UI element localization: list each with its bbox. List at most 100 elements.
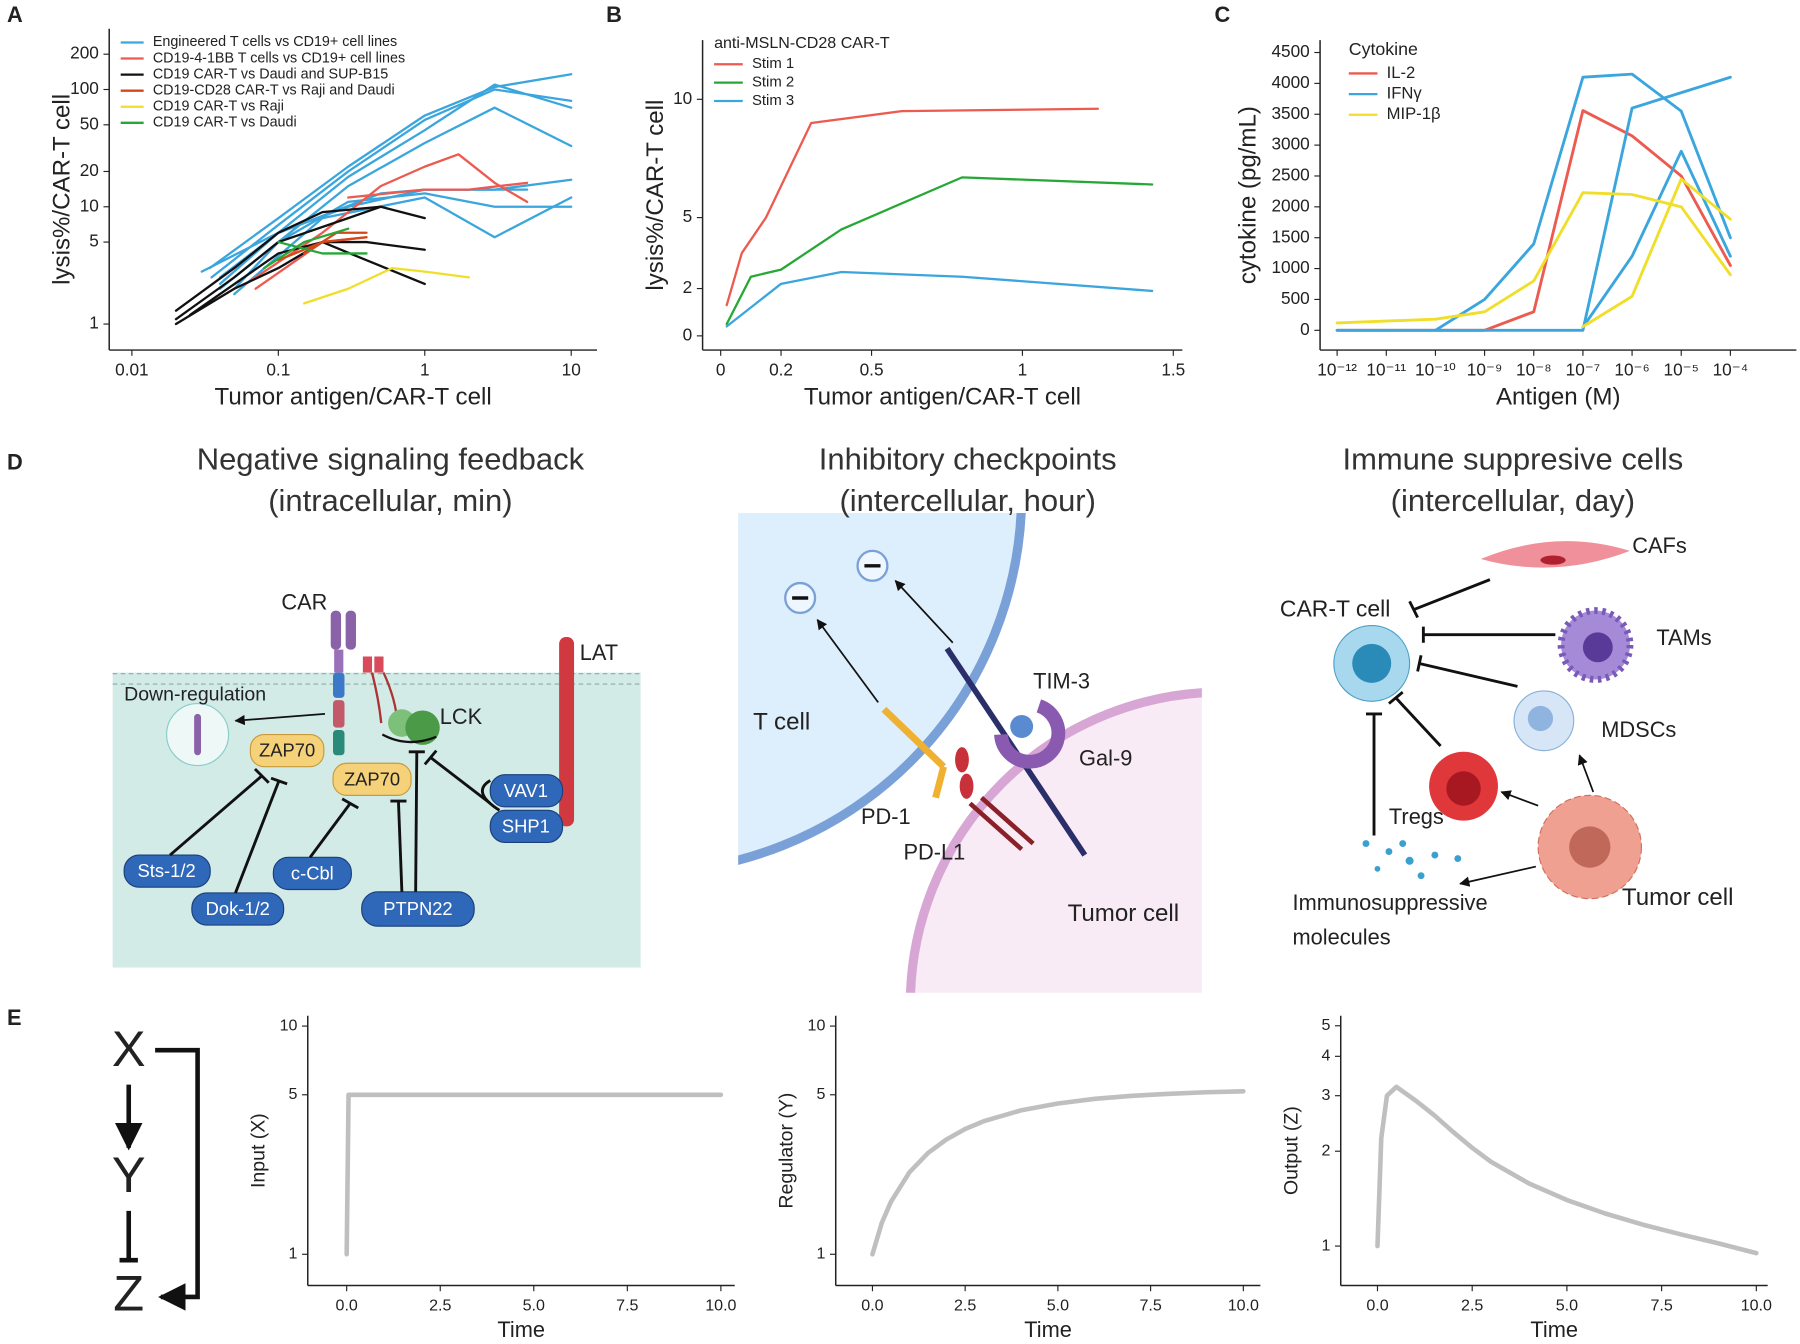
legend-label: CD19 CAR-T vs Daudi (153, 115, 297, 131)
label: TIM-3 (1033, 669, 1090, 694)
data-line (1581, 177, 1732, 329)
motif-part (119, 1210, 138, 1263)
signaling-diagram-part (489, 774, 564, 808)
suppressive-cells-diagram-part-part (1374, 865, 1381, 872)
x-tick-label: 0 (716, 359, 726, 379)
suppressive-cells-diagram-part-part (1454, 855, 1462, 862)
label: Tregs (1389, 804, 1444, 829)
suppressive-cells-diagram-part (1459, 865, 1537, 887)
signaling-diagram-part (333, 729, 345, 756)
x-tick-label: 5.0 (1556, 1296, 1578, 1314)
chart: 0 0.2 0.5 1 1.5 0 2 5 10 Tumor antigen/CAR-T cell… (642, 34, 1185, 411)
signaling-diagram-part (308, 797, 359, 859)
y-tick-label: 2000 (1271, 195, 1309, 215)
x-tick-label: 7.5 (1650, 1296, 1672, 1314)
panel-label: D (7, 449, 23, 474)
suppressive-cells-diagram-part (1582, 632, 1613, 663)
suppressive-cells-diagram-part-part (1431, 851, 1439, 859)
x-tick-label: 0.2 (769, 359, 793, 379)
data-line (725, 107, 1100, 307)
y-tick-label: 10 (280, 1016, 298, 1034)
data-line (262, 227, 350, 270)
y-tick-label: 1 (816, 1245, 825, 1263)
checkpoint-diagram-part (955, 747, 969, 773)
data-line (1581, 149, 1732, 329)
label: CAR-T cell (1280, 596, 1390, 622)
label: VAV1 (504, 780, 548, 801)
y-tick-label: 1 (289, 1245, 298, 1263)
label: PD-L1 (903, 840, 965, 865)
y-tick-label: 4 (1321, 1047, 1330, 1065)
label: SHP1 (502, 815, 550, 836)
x-tick-label: 10⁻⁶ (1614, 359, 1649, 379)
panel-label: C (1214, 2, 1230, 27)
x-axis-label: Tumor antigen/CAR-T cell (804, 384, 1081, 411)
y-axis-label: Input (X) (248, 1113, 270, 1188)
x-tick-label: 1.5 (1161, 359, 1185, 379)
x-tick-label: 10.0 (1741, 1296, 1772, 1314)
x-axis-label: Antigen (M) (1496, 384, 1621, 411)
label: PTPN22 (383, 898, 452, 919)
suppressive-cells-diagram-part (1362, 840, 1462, 880)
y-tick-label: 1 (1321, 1236, 1330, 1254)
y-axis-label: cytokine (pg/mL) (1234, 106, 1261, 284)
legend-label: IFNγ (1387, 84, 1423, 103)
x-tick-label: 10⁻⁷ (1566, 359, 1600, 379)
label: Tumor cell (1068, 900, 1180, 927)
subtitle: (intercellular, hour) (839, 483, 1095, 518)
checkpoint-diagram: T cell TIM-3 Gal-9 PD-1 PD-L1 Tumor cell… (738, 442, 1202, 993)
legend-label: Stim 2 (752, 74, 794, 91)
legend-label: MIP-1β (1387, 104, 1441, 123)
signaling-diagram-part (249, 733, 325, 768)
signaling-diagram-part (374, 656, 384, 673)
subtitle: (intercellular, day) (1391, 483, 1635, 518)
suppressive-cells-diagram-part (1577, 754, 1595, 793)
node: X (112, 1020, 146, 1077)
chart: 0.0 2.5 5.0 7.5 10.0 1 5 10 Time Regulator (Y) (776, 1015, 1261, 1342)
legend-title: anti-MSLN-CD28 CAR-T (714, 34, 890, 52)
label: MDSCs (1601, 717, 1676, 742)
x-tick-label: 10⁻¹¹ (1366, 359, 1406, 379)
label: Down-regulation (124, 684, 266, 706)
y-tick-label: 3500 (1271, 103, 1309, 123)
x-tick-label: 2.5 (429, 1296, 451, 1314)
title: Negative signaling feedback (197, 442, 585, 477)
signaling-diagram-part (334, 649, 344, 673)
x-tick-label: 0.0 (861, 1296, 883, 1314)
x-tick-label: 7.5 (616, 1296, 638, 1314)
suppressive-cells-diagram-part (1500, 790, 1539, 807)
signaling-diagram: CAR LAT Down-regulation LCK ZAP70 ZAP70 … (112, 442, 641, 968)
chart: 10⁻¹² 10⁻¹¹ 10⁻¹⁰ 10⁻⁹ 10⁻⁸ 10⁻⁷ 10⁻⁶ 10⁻⁵ 10⁻⁴ 0… (1234, 39, 1797, 411)
suppressive-cells-diagram-part-part (1362, 840, 1370, 848)
data-line (1375, 1084, 1759, 1256)
y-tick-label: 4500 (1271, 41, 1309, 61)
suppressive-cells-diagram-part (1416, 655, 1518, 688)
x-tick-label: 1 (1018, 359, 1028, 379)
y-tick-label: 5 (816, 1085, 825, 1103)
x-axis-label: Time (1530, 1317, 1578, 1342)
legend-label: IL-2 (1387, 63, 1416, 82)
data-line (210, 88, 573, 279)
x-tick-label: 5.0 (1047, 1296, 1069, 1314)
suppressive-cells-diagram-part (1421, 626, 1556, 643)
suppressive-cells-diagram-part (1446, 771, 1481, 806)
data-line (208, 73, 573, 270)
checkpoint-diagram-part (816, 618, 879, 703)
data-line (1434, 72, 1732, 332)
x-tick-label: 10⁻⁴ (1713, 359, 1749, 379)
x-tick-label: 10⁻¹⁰ (1415, 359, 1456, 379)
y-tick-label: 10 (808, 1016, 826, 1034)
legend-label: CD19 CAR-T vs Daudi and SUP-B15 (153, 66, 388, 82)
title: Immune suppresive cells (1342, 442, 1683, 477)
label: TAMs (1656, 625, 1711, 650)
signaling-diagram-part (362, 656, 373, 673)
data-line (174, 240, 426, 326)
y-tick-label: 2500 (1271, 165, 1309, 185)
legend-label: CD19-CD28 CAR-T vs Raji and Daudi (153, 82, 395, 98)
y-tick-label: 0 (683, 324, 693, 344)
signaling-diagram-part (234, 713, 326, 726)
x-tick-label: 0.01 (115, 359, 148, 379)
suppressive-cells-diagram-part (1480, 541, 1630, 568)
suppressive-cells-diagram-part-part (1399, 840, 1407, 848)
data-line (1335, 191, 1732, 325)
